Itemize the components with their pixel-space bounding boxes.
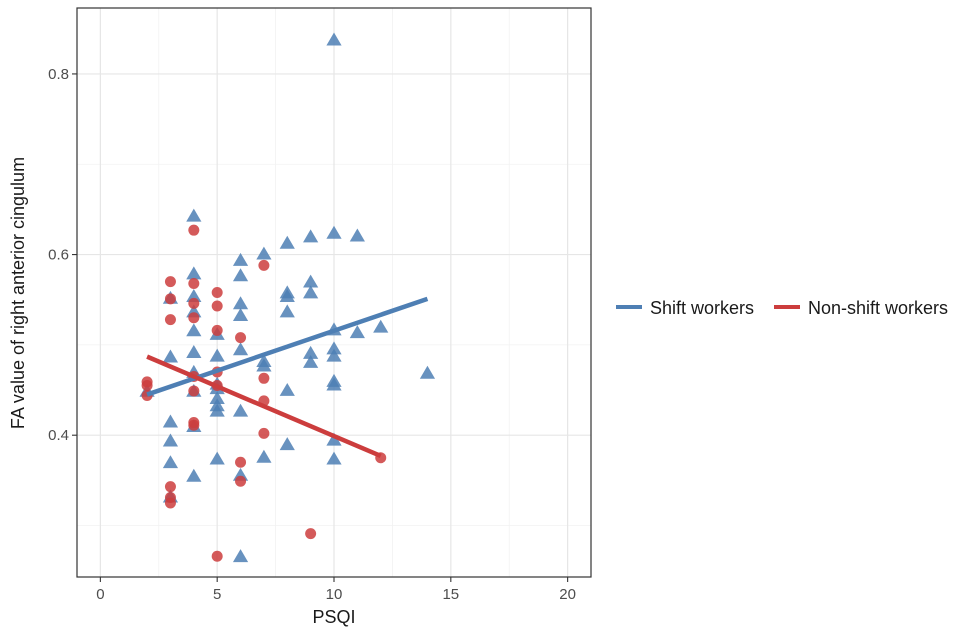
non-shift-workers-point <box>188 385 200 397</box>
x-tick-label: 20 <box>559 586 576 603</box>
shift-workers-point <box>326 32 342 46</box>
shift-workers-point <box>349 325 365 339</box>
data-points <box>139 32 436 563</box>
shift-workers-point <box>279 304 295 318</box>
non-shift-workers-fit-line <box>146 354 382 459</box>
non-shift-workers-point <box>164 276 176 288</box>
shift-workers-point <box>303 345 319 359</box>
shift-workers-point <box>303 229 319 243</box>
non-shift-workers-point <box>188 224 200 236</box>
non-shift-workers-point <box>258 427 270 439</box>
non-shift-workers-point <box>211 550 223 562</box>
shift-workers-point <box>232 403 249 417</box>
non-shift-workers-point <box>164 314 176 326</box>
shift-workers-point <box>186 266 202 280</box>
non-shift-workers-point <box>164 492 176 504</box>
y-tick-label: 0.4 <box>48 427 69 444</box>
legend-label-non-shift-workers: Non-shift workers <box>808 298 948 318</box>
shift-workers-point <box>256 354 272 368</box>
shift-workers-point <box>256 246 272 260</box>
x-tick-label: 10 <box>326 586 343 603</box>
shift-workers-point <box>419 365 436 379</box>
shift-workers-point <box>326 451 342 465</box>
grid-lines <box>77 8 591 577</box>
shift-workers-point <box>279 235 295 249</box>
axis-ticks: 0 5 10 15 20 0.4 0.6 0.8 <box>48 66 576 603</box>
legend-label-shift-workers: Shift workers <box>650 298 754 318</box>
shift-workers-point <box>279 285 295 299</box>
shift-workers-point <box>162 455 179 469</box>
shift-workers-point <box>303 354 319 368</box>
shift-workers-point <box>303 274 319 288</box>
shift-workers-point <box>256 449 272 463</box>
y-tick-label: 0.6 <box>48 247 69 264</box>
shift-workers-point <box>373 319 389 333</box>
x-tick-label: 15 <box>442 586 459 603</box>
shift-workers-point <box>232 549 249 563</box>
non-shift-workers-point <box>188 312 200 324</box>
shift-workers-point <box>326 341 342 355</box>
shift-workers-point <box>232 296 249 310</box>
shift-workers-point <box>279 382 295 396</box>
shift-workers-point <box>303 285 319 299</box>
y-tick-label: 0.8 <box>48 66 69 83</box>
non-shift-workers-point <box>211 287 223 298</box>
shift-workers-point <box>162 349 179 363</box>
shift-workers-point <box>162 414 179 428</box>
non-shift-workers-point <box>188 417 200 429</box>
non-shift-workers-point <box>235 475 247 487</box>
non-shift-workers-point <box>211 300 223 312</box>
non-shift-workers-point <box>305 528 317 540</box>
shift-workers-point <box>209 451 225 465</box>
shift-workers-point <box>186 345 202 358</box>
non-shift-workers-point <box>188 297 200 309</box>
shift-workers-point <box>232 307 249 321</box>
shift-workers-point <box>186 289 202 302</box>
x-tick-label: 0 <box>96 586 104 603</box>
shift-workers-point <box>209 391 225 405</box>
shift-workers-point <box>232 342 249 356</box>
shift-workers-point <box>326 432 342 446</box>
y-axis-title: FA value of right anterior cingulum <box>8 157 28 429</box>
shift-workers-point <box>326 373 342 387</box>
shift-workers-point <box>186 208 202 222</box>
non-shift-workers-point <box>164 293 176 305</box>
non-shift-workers-point <box>235 456 247 468</box>
non-shift-workers-point <box>235 332 247 344</box>
non-shift-workers-point <box>141 376 153 388</box>
shift-workers-point <box>326 225 342 239</box>
fit-lines <box>146 296 429 459</box>
non-shift-workers-point <box>211 324 223 336</box>
shift-workers-point <box>186 323 202 337</box>
shift-workers-point <box>232 268 249 282</box>
non-shift-workers-point <box>164 481 176 493</box>
non-shift-workers-point <box>258 259 270 271</box>
shift-workers-point <box>162 433 179 447</box>
shift-workers-point <box>232 252 249 266</box>
shift-workers-point <box>209 398 225 412</box>
x-axis-title: PSQI <box>312 607 355 627</box>
shift-workers-point <box>349 228 365 242</box>
x-tick-label: 5 <box>213 586 221 603</box>
shift-workers-point <box>279 437 295 451</box>
shift-workers-point <box>326 348 342 362</box>
non-shift-workers-point <box>258 372 270 384</box>
non-shift-workers-point <box>188 277 200 289</box>
shift-workers-point <box>186 468 202 482</box>
shift-workers-point <box>209 348 225 362</box>
legend: Shift workers Non-shift workers <box>616 298 948 318</box>
